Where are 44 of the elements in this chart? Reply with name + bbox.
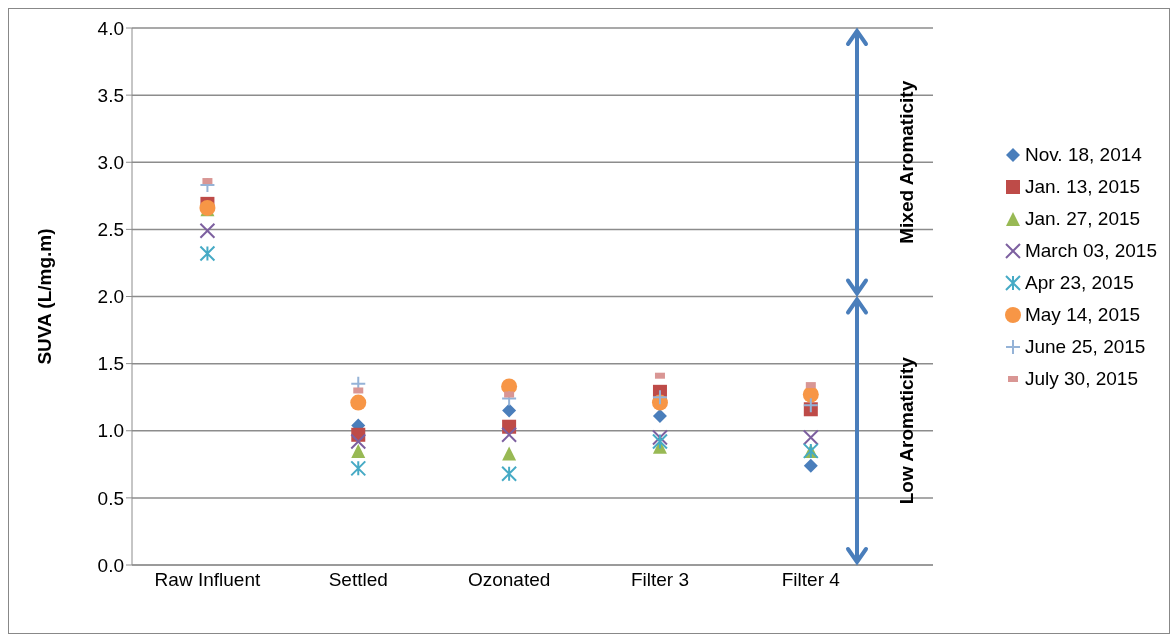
- y-tick-label: 2.5: [97, 219, 124, 241]
- x-tick-label: Settled: [328, 569, 388, 591]
- legend-label: March 03, 2015: [1024, 240, 1157, 262]
- annotation: Low Aromaticity: [896, 356, 917, 505]
- point: [502, 403, 517, 418]
- point: [652, 408, 667, 423]
- point: [802, 397, 819, 414]
- point: [501, 426, 518, 443]
- point: [651, 429, 668, 446]
- x-tick-label: Filter 3: [630, 569, 690, 591]
- y-tick-label: 1.0: [97, 420, 124, 442]
- point: [350, 433, 367, 450]
- y-tick-label: 4.0: [97, 17, 124, 39]
- point: [351, 443, 366, 458]
- y-tick-label: 3.5: [97, 84, 124, 106]
- point: [199, 222, 216, 239]
- y-tick-label: 0.5: [97, 487, 124, 509]
- point: [651, 389, 668, 406]
- y-tick-label: 2.0: [97, 286, 124, 308]
- x-tick-label: Filter 4: [781, 569, 841, 591]
- point: [350, 460, 367, 477]
- point: [803, 458, 818, 473]
- y-tick-label: 3.0: [97, 151, 124, 173]
- point: [802, 429, 819, 446]
- x-tick-label: Ozonated: [467, 569, 551, 591]
- legend-label: Jan. 27, 2015: [1024, 208, 1141, 230]
- y-axis-title: SUVA (L/mg.m): [33, 228, 55, 365]
- legend-label: May 14, 2015: [1024, 304, 1141, 326]
- legend-label: Apr 23, 2015: [1024, 272, 1134, 294]
- y-tick-label: 0.0: [97, 554, 124, 576]
- point: [501, 378, 518, 395]
- legend-label: July 30, 2015: [1024, 368, 1138, 390]
- legend-label: June 25, 2015: [1024, 336, 1146, 358]
- point: [651, 433, 668, 450]
- point: [350, 394, 367, 411]
- legend-label: Nov. 18, 2014: [1024, 144, 1142, 166]
- x-tick-label: Raw Influent: [154, 569, 261, 591]
- annotation: Mixed Aromaticity: [896, 80, 917, 244]
- point: [199, 245, 216, 262]
- point: [502, 446, 517, 461]
- legend-label: Jan. 13, 2015: [1024, 176, 1141, 198]
- point: [802, 386, 819, 403]
- y-tick-label: 1.5: [97, 353, 124, 375]
- point: [501, 465, 518, 482]
